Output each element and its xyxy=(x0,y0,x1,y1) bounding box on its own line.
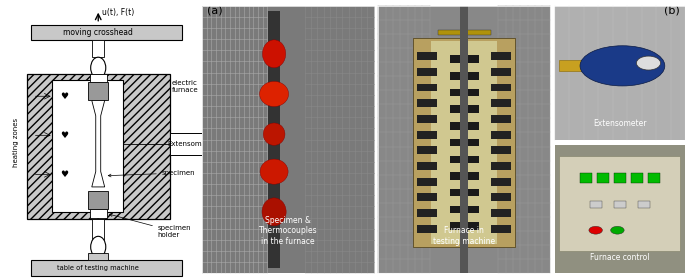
Bar xyxy=(438,30,490,35)
Bar xyxy=(88,82,108,100)
Bar xyxy=(417,146,437,154)
Ellipse shape xyxy=(260,81,288,107)
Bar xyxy=(491,193,510,201)
Circle shape xyxy=(90,236,105,258)
Text: Extensometer: Extensometer xyxy=(167,141,216,147)
Bar xyxy=(597,173,609,183)
Bar xyxy=(491,52,510,60)
Bar xyxy=(638,201,650,208)
Text: specimen
holder: specimen holder xyxy=(110,214,191,238)
Circle shape xyxy=(610,226,624,234)
Bar xyxy=(202,6,373,273)
Bar xyxy=(590,201,601,208)
Bar xyxy=(31,260,182,276)
Text: Furnace control: Furnace control xyxy=(590,253,649,262)
Bar xyxy=(560,156,680,251)
Text: (b): (b) xyxy=(664,6,680,16)
Text: table of testing machine: table of testing machine xyxy=(58,265,139,271)
Text: u(t), F(t): u(t), F(t) xyxy=(102,8,134,17)
Bar xyxy=(417,52,437,60)
Bar xyxy=(449,206,479,213)
Bar xyxy=(491,68,510,76)
Bar xyxy=(647,173,660,183)
Bar xyxy=(491,178,510,186)
Bar xyxy=(92,74,104,78)
Bar xyxy=(491,84,510,92)
Bar xyxy=(417,178,437,186)
Ellipse shape xyxy=(262,40,286,68)
Bar xyxy=(491,162,510,170)
Text: ♥: ♥ xyxy=(60,131,68,140)
Text: moving crosshead: moving crosshead xyxy=(63,28,133,37)
Text: ♥: ♥ xyxy=(60,170,68,179)
Bar xyxy=(555,6,685,140)
Text: Furnace in
testing machine: Furnace in testing machine xyxy=(433,226,495,246)
Bar xyxy=(90,209,107,218)
Ellipse shape xyxy=(580,46,664,86)
Bar xyxy=(417,115,437,123)
Bar xyxy=(417,209,437,217)
Bar xyxy=(417,193,437,201)
Bar xyxy=(88,191,108,209)
Bar xyxy=(27,74,170,219)
Bar xyxy=(449,222,479,230)
Bar xyxy=(449,155,479,163)
Bar xyxy=(449,172,479,180)
Bar xyxy=(412,38,516,247)
Text: heating zones: heating zones xyxy=(13,118,18,167)
Bar xyxy=(555,145,685,273)
Text: Extensometer: Extensometer xyxy=(593,119,647,128)
Bar xyxy=(491,225,510,233)
Bar xyxy=(449,122,479,130)
Bar xyxy=(460,6,468,273)
Bar xyxy=(51,80,123,212)
Bar xyxy=(491,115,510,123)
Bar xyxy=(170,133,214,155)
Bar xyxy=(88,253,108,260)
Polygon shape xyxy=(92,100,105,187)
Bar xyxy=(417,131,437,138)
Bar xyxy=(449,72,479,80)
Text: specimen: specimen xyxy=(108,170,195,177)
Ellipse shape xyxy=(260,159,288,184)
Bar xyxy=(269,11,280,268)
Ellipse shape xyxy=(263,123,285,145)
Bar xyxy=(491,146,510,154)
Bar xyxy=(417,162,437,170)
Bar xyxy=(92,40,104,57)
Bar xyxy=(491,131,510,138)
Bar xyxy=(449,189,479,196)
Circle shape xyxy=(90,57,105,78)
Text: electric
furnace: electric furnace xyxy=(172,80,199,93)
Bar xyxy=(449,105,479,113)
Bar xyxy=(614,173,626,183)
Circle shape xyxy=(589,226,602,234)
Text: (a): (a) xyxy=(207,6,223,16)
Bar xyxy=(449,139,479,146)
Bar xyxy=(417,84,437,92)
Bar xyxy=(417,225,437,233)
Bar xyxy=(580,173,592,183)
Bar xyxy=(491,99,510,107)
Bar xyxy=(491,209,510,217)
Bar xyxy=(449,55,479,63)
Bar xyxy=(92,219,104,240)
Ellipse shape xyxy=(262,198,286,226)
Bar xyxy=(631,173,643,183)
Bar xyxy=(449,89,479,96)
Bar xyxy=(31,25,182,40)
Circle shape xyxy=(636,56,660,70)
Bar xyxy=(90,74,107,82)
Bar xyxy=(378,6,550,273)
Bar xyxy=(560,60,592,71)
Bar xyxy=(417,68,437,76)
Text: ♥: ♥ xyxy=(60,92,68,101)
Text: Specimen &
Thermocouples
in the furnace: Specimen & Thermocouples in the furnace xyxy=(258,216,317,246)
Bar xyxy=(614,201,626,208)
Bar xyxy=(417,99,437,107)
Bar xyxy=(431,40,497,244)
